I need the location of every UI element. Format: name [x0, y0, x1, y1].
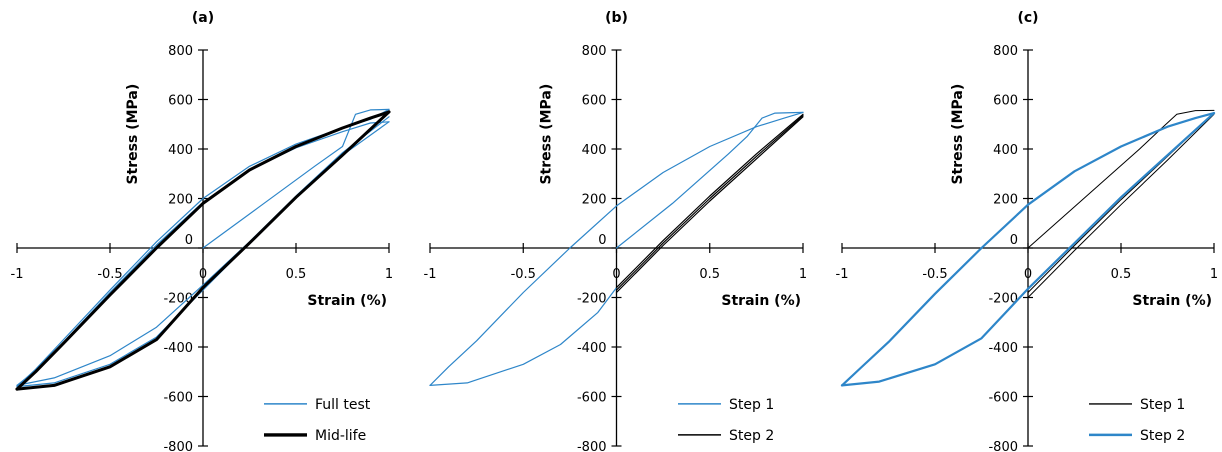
series-1-line — [1027, 113, 1215, 298]
y-tick-label: -400 — [988, 341, 1018, 356]
x-tick-label: 0 — [199, 267, 207, 282]
y-tick-label: 800 — [582, 44, 607, 59]
y-tick-label: 0 — [185, 233, 193, 248]
y-tick-label: 200 — [168, 193, 193, 208]
chart-panel-2: -1 -0.5 0 0.5 1 -800 -600 -400 -200 0 200 400 600 800… — [424, 10, 808, 452]
y-tick-label: 600 — [993, 94, 1018, 109]
chart-panel-3: -1 -0.5 0 0.5 1 -800 -600 -400 -200 0 200 400 600 800… — [836, 10, 1219, 452]
x-axis-title: Strain (%) — [1132, 293, 1212, 309]
legend: Step 1 Step 2 — [678, 397, 774, 444]
series-2-line — [15, 110, 391, 391]
y-tick-label: 0 — [1010, 233, 1018, 248]
y-tick-label: 400 — [582, 143, 607, 158]
legend-label: Step 2 — [1140, 428, 1185, 444]
x-tick-label: 1 — [1210, 267, 1218, 282]
x-tick-label: 0 — [1024, 267, 1032, 282]
y-tick-label: -800 — [988, 440, 1018, 452]
chart-panel-1: -1 -0.5 0 0.5 1 -800 -600 -400 -200 0 200 400 600 800… — [11, 10, 394, 452]
y-axis-title: Stress (MPa) — [950, 84, 966, 185]
y-tick-label: -400 — [577, 341, 607, 356]
series-2-line — [840, 111, 1216, 387]
panel-label: (c) — [1017, 10, 1038, 26]
legend-label: Step 1 — [1140, 397, 1185, 413]
x-tick-label: 0.5 — [1111, 267, 1132, 282]
x-tick-label: -0.5 — [511, 267, 536, 282]
y-tick-label: 200 — [993, 193, 1018, 208]
y-axis-title: Stress (MPa) — [539, 84, 555, 185]
y-tick-label: -400 — [163, 341, 193, 356]
series-1-line — [429, 111, 804, 386]
y-tick-label: 600 — [168, 94, 193, 109]
legend-label: Step 1 — [729, 397, 774, 413]
y-tick-label: 800 — [168, 44, 193, 59]
y-tick-label: -200 — [577, 292, 607, 307]
x-axis-title: Strain (%) — [721, 293, 801, 309]
y-tick-label: -200 — [988, 292, 1018, 307]
series-1 — [429, 111, 804, 386]
series-1-line — [615, 111, 804, 249]
y-tick-label: 800 — [993, 44, 1018, 59]
series-1-line — [429, 287, 618, 386]
series-2 — [15, 110, 391, 391]
y-tick-label: -800 — [163, 440, 193, 452]
series-2-line — [615, 114, 804, 291]
y-tick-label: 0 — [598, 233, 606, 248]
y-tick-label: -600 — [577, 391, 607, 406]
y-tick-label: 400 — [168, 143, 193, 158]
legend: Step 1 Step 2 — [1089, 397, 1185, 444]
series-1-line — [16, 116, 390, 386]
series-2-line — [615, 113, 804, 289]
x-axis-title: Strain (%) — [307, 293, 387, 309]
series-2-line — [840, 111, 1216, 387]
series-2 — [615, 113, 804, 294]
legend-label: Full test — [315, 397, 371, 413]
y-tick-label: -800 — [577, 440, 607, 452]
x-tick-label: -1 — [424, 267, 437, 282]
x-tick-label: -1 — [836, 267, 849, 282]
y-tick-label: 200 — [582, 193, 607, 208]
legend: Full test Mid-life — [264, 397, 371, 444]
y-tick-label: 600 — [582, 94, 607, 109]
series-2-line — [615, 116, 804, 294]
panel-label: (a) — [192, 10, 214, 26]
series-2 — [840, 111, 1216, 387]
y-axis-title: Stress (MPa) — [125, 84, 141, 185]
x-tick-label: -0.5 — [922, 267, 947, 282]
y-tick-label: -600 — [988, 391, 1018, 406]
legend-label: Step 2 — [729, 428, 774, 444]
y-tick-label: -600 — [163, 391, 193, 406]
y-tick-label: 400 — [993, 143, 1018, 158]
legend-label: Mid-life — [315, 428, 366, 444]
x-tick-label: 1 — [799, 267, 807, 282]
x-tick-label: 0 — [612, 267, 620, 282]
x-tick-label: -1 — [11, 267, 24, 282]
x-tick-label: 0.5 — [699, 267, 720, 282]
y-tick-label: -200 — [163, 292, 193, 307]
x-tick-label: 1 — [385, 267, 393, 282]
panel-label: (b) — [605, 10, 628, 26]
series-2-line — [15, 110, 391, 391]
x-tick-label: -0.5 — [97, 267, 122, 282]
series-1-line — [202, 108, 390, 249]
x-tick-label: 0.5 — [286, 267, 307, 282]
series-1-line — [1027, 109, 1215, 249]
series-1-line — [1027, 112, 1215, 293]
